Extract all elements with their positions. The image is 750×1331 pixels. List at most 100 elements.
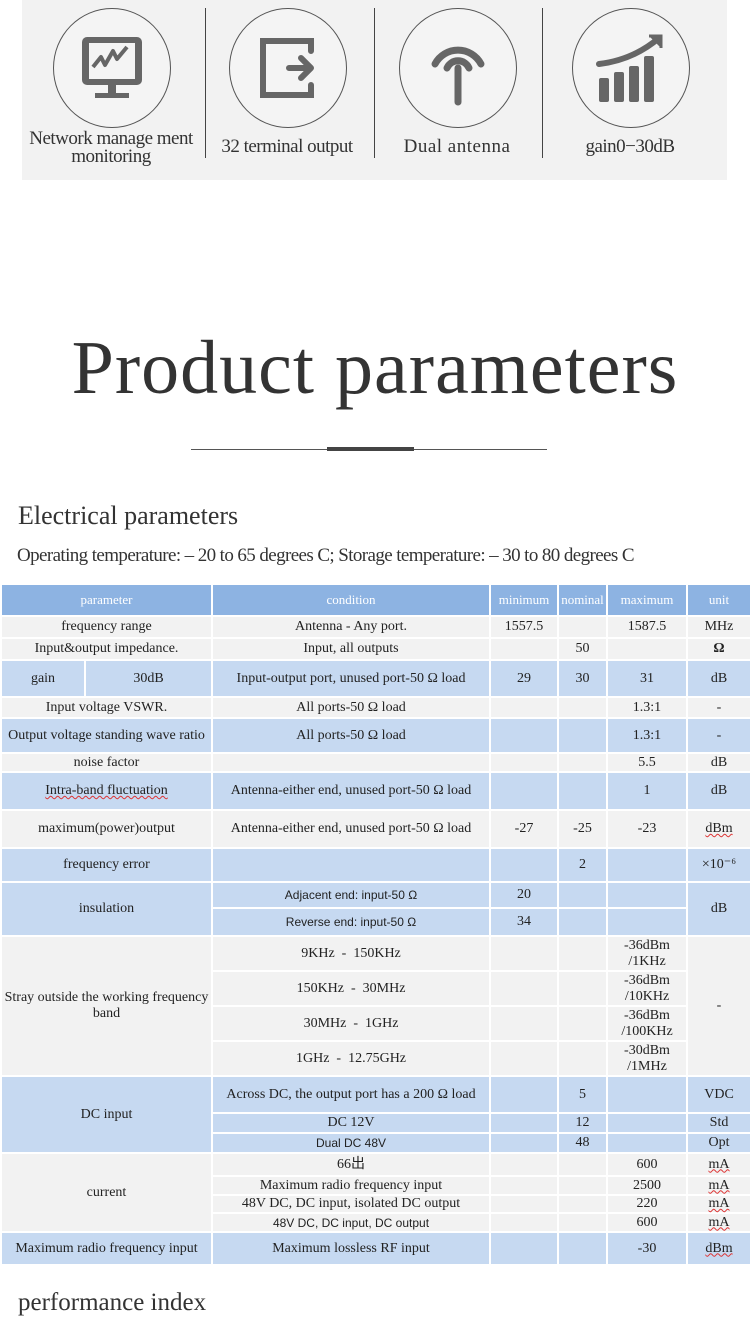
table-row: current 66出 600 mA xyxy=(0,1152,750,1233)
cell xyxy=(557,907,608,937)
table-row: 1GHz - 12.75GHz -30dBm /1MHz xyxy=(1,1040,750,1077)
cell xyxy=(557,1152,608,1177)
feature-label: gain0−30dB xyxy=(585,136,675,157)
cell xyxy=(557,717,608,754)
cell: Intra-band fluctuation xyxy=(0,771,213,811)
cell: - xyxy=(686,717,750,754)
cell xyxy=(557,1194,608,1214)
feature-network-monitoring: Network manage ment monitoring xyxy=(26,0,196,180)
header-maximum: maximum xyxy=(606,583,688,617)
cell: -36dBm /1KHz xyxy=(606,935,688,972)
cell: mA xyxy=(686,1194,750,1214)
cell-text: mA xyxy=(708,1214,730,1230)
cell: dB xyxy=(686,752,750,773)
cell: 66出 xyxy=(211,1152,491,1177)
cell: 2500 xyxy=(606,1175,688,1196)
table-row: Output voltage standing wave ratio All po… xyxy=(0,717,750,754)
cell xyxy=(557,935,608,972)
cell: - xyxy=(686,696,750,719)
table-row: Input&output impedance. Input, all output… xyxy=(0,637,750,661)
cell: frequency error xyxy=(0,847,213,883)
cell: -25 xyxy=(557,809,608,849)
cell: 20 xyxy=(489,881,559,909)
cell: Input-output port, unused port-50 Ω load xyxy=(211,659,491,698)
cell: 600 xyxy=(606,1152,688,1177)
cell-text: Intra-band fluctuation xyxy=(45,783,168,798)
cell xyxy=(489,637,559,661)
cell: 30 xyxy=(557,659,608,698)
table-row: Intra-band fluctuation Antenna-either end… xyxy=(0,771,750,811)
feature-strip: Network manage ment monitoring 32 termin… xyxy=(22,0,727,180)
cell xyxy=(211,847,491,883)
cell: 34 xyxy=(489,907,559,937)
cell: 48V DC, DC input, isolated DC output xyxy=(211,1194,491,1214)
feature-label: Dual antenna xyxy=(403,136,511,157)
cell: dB xyxy=(686,659,750,698)
cell xyxy=(557,615,608,639)
feature-gain: gain0−30dB xyxy=(545,0,715,180)
cell: Maximum lossless RF input xyxy=(211,1231,491,1266)
table-row: frequency error 2 ×10⁻⁶ xyxy=(0,847,750,883)
header-unit: unit xyxy=(686,583,750,617)
cell xyxy=(489,1194,559,1214)
cell: 1.3:1 xyxy=(606,696,688,719)
cell: Opt xyxy=(686,1132,750,1154)
cell: Input&output impedance. xyxy=(0,637,213,661)
cell xyxy=(489,752,559,773)
cell xyxy=(557,1231,608,1266)
cell xyxy=(557,1175,608,1196)
table-row: 48V DC, DC input, DC output 600 mA xyxy=(1,1212,750,1233)
cell: DC input xyxy=(0,1075,213,1154)
cell: insulation xyxy=(0,881,213,937)
cell: Stray outside the working frequency band xyxy=(0,935,213,1077)
cell: - xyxy=(686,935,750,1077)
cell: Std xyxy=(686,1112,750,1134)
section-heading-performance: performance index xyxy=(18,1289,207,1316)
cell: 48V DC, DC input, DC output xyxy=(211,1212,491,1233)
page-title: Product parameters xyxy=(71,326,679,410)
cell: dBm xyxy=(686,1231,750,1266)
cell xyxy=(489,1005,559,1042)
cell: mA xyxy=(686,1212,750,1233)
table-row: Input voltage VSWR. All ports-50 Ω load 1.… xyxy=(0,696,750,719)
cell: 1.3:1 xyxy=(606,717,688,754)
table-row: noise factor 5.5 dB xyxy=(0,752,750,773)
table-row: 48V DC, DC input, isolated DC output 220 m… xyxy=(1,1194,750,1214)
cell: -36dBm /10KHz xyxy=(606,970,688,1007)
cell: dBm xyxy=(686,809,750,849)
cell: Ω xyxy=(686,637,750,661)
cell: -23 xyxy=(606,809,688,849)
cell xyxy=(557,1005,608,1042)
cell: 31 xyxy=(606,659,688,698)
table-row: Stray outside the working frequency band… xyxy=(0,935,750,1077)
cell xyxy=(489,1212,559,1233)
cell: All ports-50 Ω load xyxy=(211,696,491,719)
cell: 9KHz - 150KHz xyxy=(211,935,491,972)
cell xyxy=(489,1112,559,1134)
cell: Maximum radio frequency input xyxy=(0,1231,213,1266)
table-row: Maximum radio frequency input 2500 mA xyxy=(1,1175,750,1196)
cell: 5.5 xyxy=(606,752,688,773)
monitor-chart-icon xyxy=(53,8,171,128)
header-nominal: nominal xyxy=(557,583,608,617)
cell: Input, all outputs xyxy=(211,637,491,661)
output-arrow-icon xyxy=(229,8,347,128)
cell: DC 12V xyxy=(211,1112,491,1134)
cell: ×10⁻⁶ xyxy=(686,847,750,883)
feature-dual-antenna: Dual antenna xyxy=(372,0,542,180)
cell xyxy=(557,696,608,719)
table-row: Maximum radio frequency input Maximum los… xyxy=(0,1231,750,1266)
cell xyxy=(489,847,559,883)
divider xyxy=(374,8,375,158)
table-row: insulation Adjacent end: input-50 Ω 20 dB xyxy=(0,881,750,937)
cell: Dual DC 48V xyxy=(211,1132,491,1154)
cell: 150KHz - 30MHz xyxy=(211,970,491,1007)
divider xyxy=(205,8,206,158)
cell xyxy=(489,1075,559,1114)
cell: Antenna-either end, unused port-50 Ω loa… xyxy=(211,809,491,849)
table-row: frequency range Antenna - Any port. 1557.5… xyxy=(0,615,750,639)
cell: 2 xyxy=(557,847,608,883)
cell xyxy=(489,935,559,972)
cell: Adjacent end: input-50 Ω xyxy=(211,881,491,909)
cell: Maximum radio frequency input xyxy=(211,1175,491,1196)
